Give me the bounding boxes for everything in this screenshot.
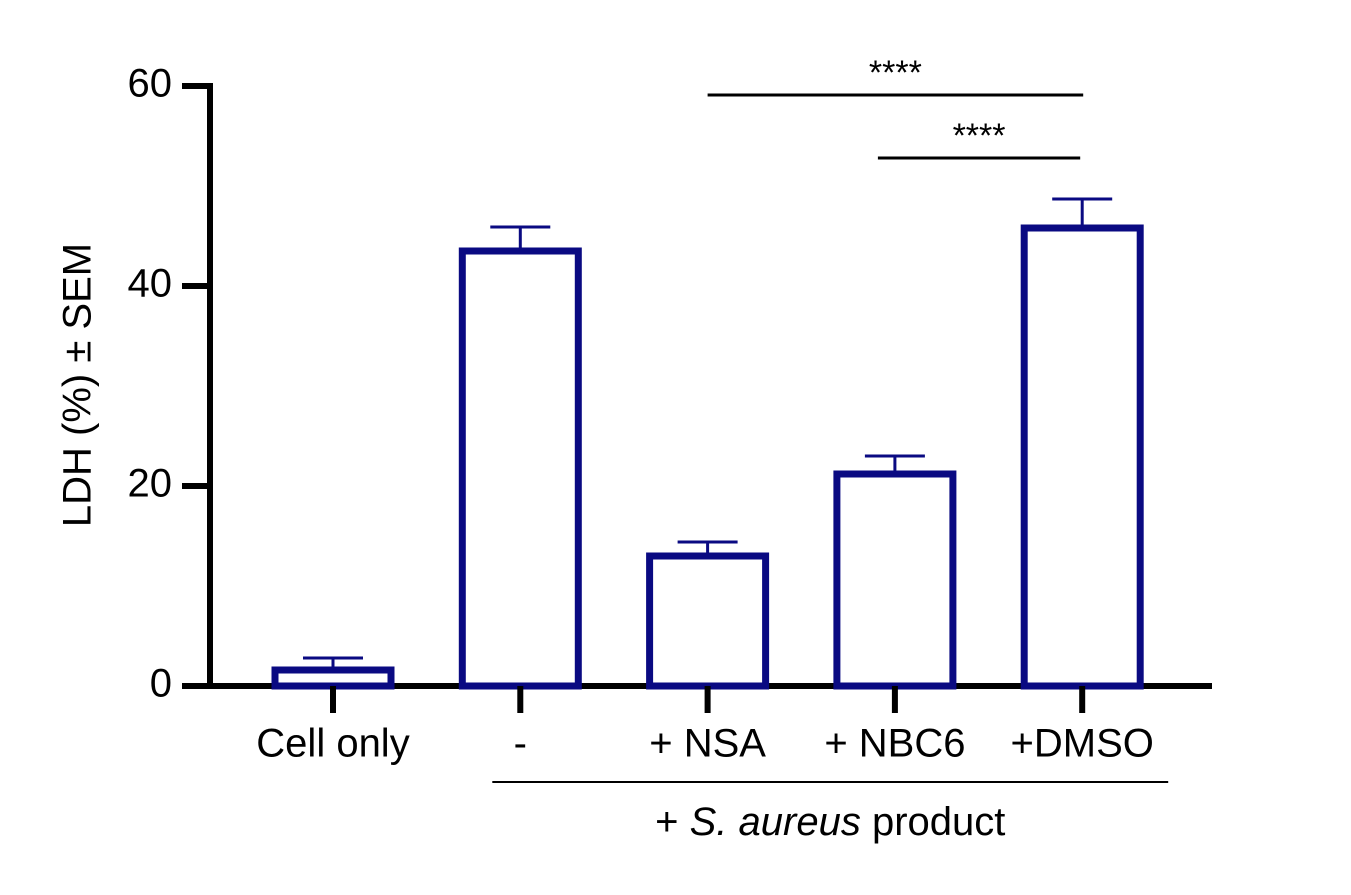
- bar: [1020, 224, 1144, 690]
- y-axis-label: LDH (%) ± SEM: [56, 243, 100, 527]
- group-label-part: +: [655, 800, 689, 844]
- bar: [833, 470, 957, 690]
- x-tick-label: +DMSO: [1011, 722, 1154, 766]
- significance-label: ****: [953, 117, 1006, 155]
- bar: [271, 666, 395, 690]
- group-label-part: S. aureus: [690, 800, 861, 844]
- bar: [646, 552, 770, 690]
- x-tick-label: + NBC6: [824, 722, 965, 766]
- group-label: + S. aureus product: [655, 800, 1005, 844]
- group-label-part: product: [861, 800, 1006, 844]
- y-tick-label: 0: [150, 662, 172, 706]
- y-tick-label: 40: [128, 262, 173, 306]
- x-tick-label: + NSA: [649, 722, 766, 766]
- bar: [458, 247, 582, 690]
- significance-label: ****: [869, 54, 922, 92]
- x-tick-label: -: [514, 722, 527, 766]
- x-tick-label: Cell only: [256, 722, 409, 766]
- y-tick-label: 20: [128, 462, 173, 506]
- y-tick-label: 60: [128, 62, 173, 106]
